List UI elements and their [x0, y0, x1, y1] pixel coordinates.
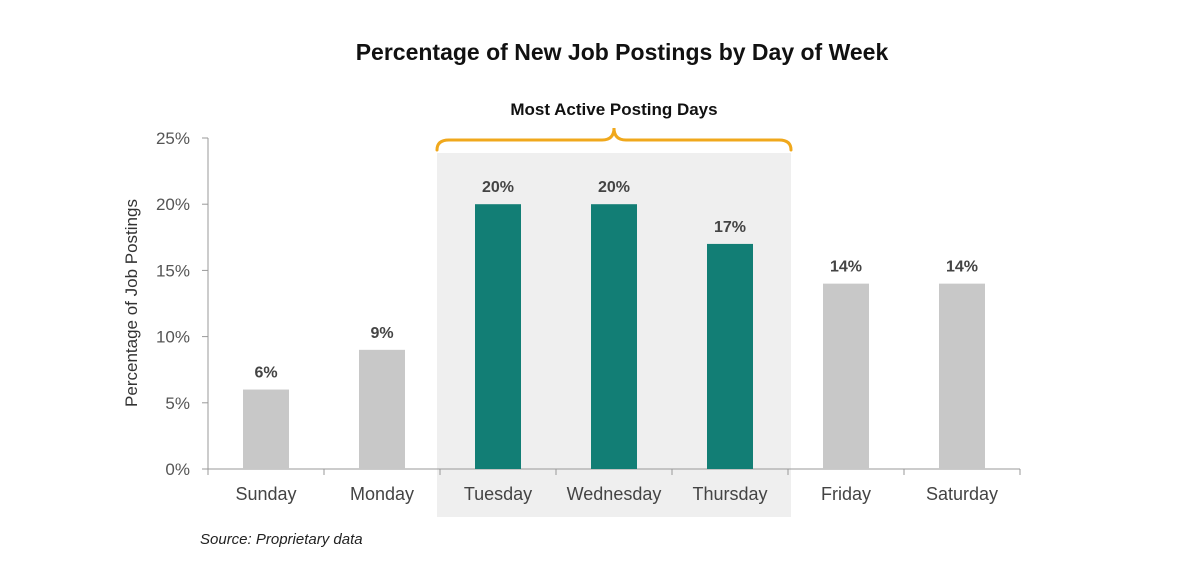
y-tick-label: 10% — [156, 328, 190, 347]
bar-wednesday — [591, 204, 637, 469]
chart-title: Percentage of New Job Postings by Day of… — [356, 39, 889, 65]
data-label: 20% — [598, 179, 630, 196]
data-label: 9% — [370, 325, 393, 342]
data-label: 14% — [830, 259, 862, 276]
data-labels: 6% Sunday 9% Monday 20% Tuesday 20% Wednesday 17… — [235, 179, 998, 504]
y-tick-label: 5% — [165, 394, 190, 413]
y-axis-label: Percentage of Job Postings — [122, 199, 141, 407]
x-category-label: Saturday — [926, 484, 998, 504]
bar-thursday — [707, 243, 753, 469]
y-tick-label: 20% — [156, 195, 190, 214]
x-category-label: Sunday — [235, 484, 296, 504]
bars — [243, 204, 985, 469]
data-label: 14% — [946, 259, 978, 276]
x-category-label: Tuesday — [464, 484, 532, 504]
highlight-bracket — [435, 127, 793, 152]
data-label: 17% — [714, 219, 746, 236]
bar-tuesday — [475, 204, 521, 469]
bar-saturday — [939, 283, 985, 469]
x-category-label: Thursday — [692, 484, 767, 504]
bar-sunday — [243, 389, 289, 469]
y-tick-label: 25% — [156, 129, 190, 148]
y-tick-label: 0% — [165, 460, 190, 479]
bar-monday — [359, 349, 405, 469]
data-label: 20% — [482, 179, 514, 196]
highlight-bracket-layer: Most Active Posting Days — [435, 100, 793, 152]
y-tick-label: 15% — [156, 261, 190, 280]
x-category-label: Monday — [350, 484, 414, 504]
highlight-group-label: Most Active Posting Days — [510, 100, 717, 119]
source-note: Source: Proprietary data — [200, 531, 363, 548]
x-category-label: Friday — [821, 484, 871, 504]
bar-friday — [823, 283, 869, 469]
x-category-label: Wednesday — [567, 484, 662, 504]
data-label: 6% — [254, 365, 277, 382]
